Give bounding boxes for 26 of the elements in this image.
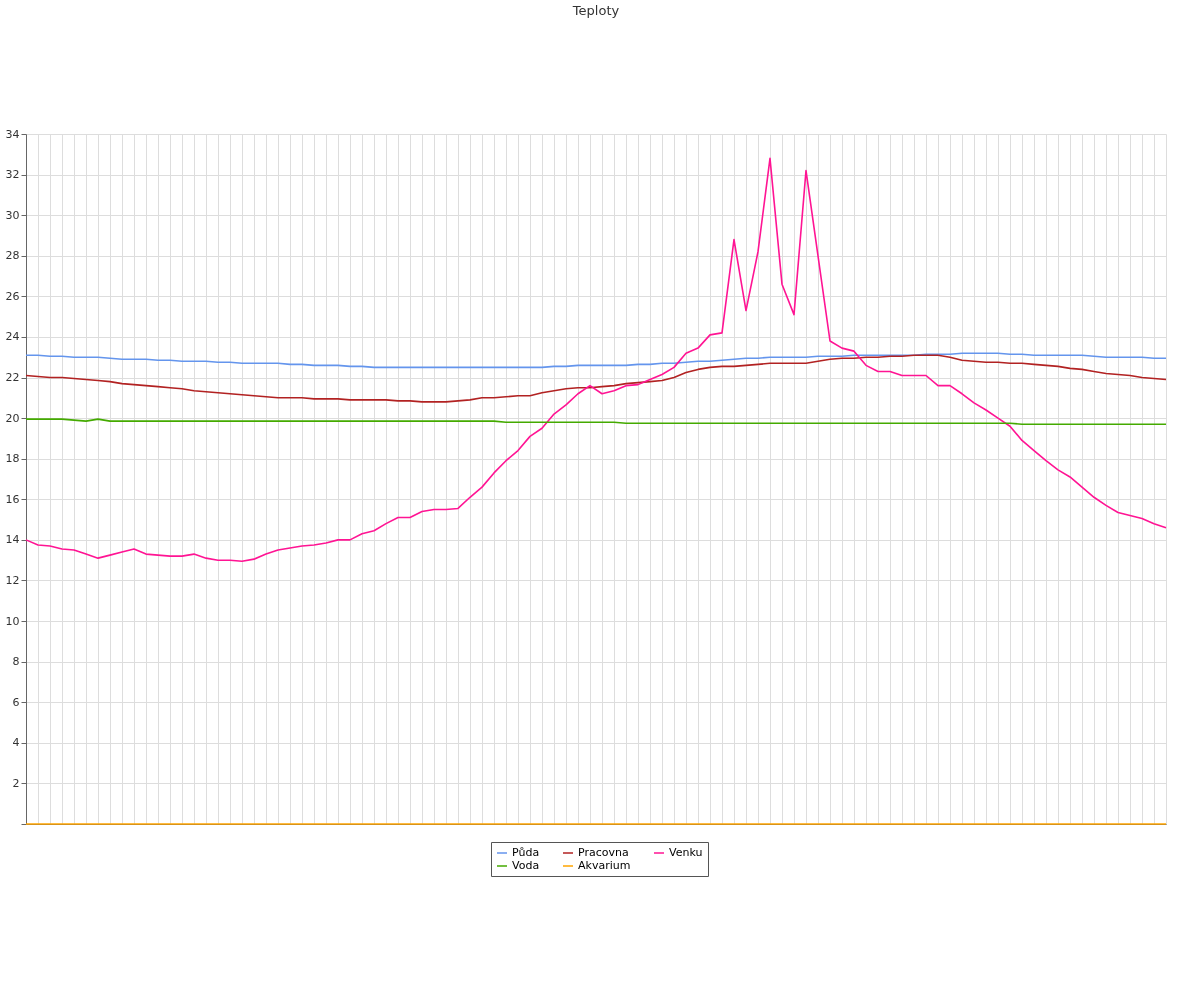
legend-label: Pracovna (578, 846, 629, 859)
y-tick-label: 14 (5, 533, 20, 547)
chart-title: Teploty (571, 3, 620, 18)
legend-label: Půda (512, 846, 540, 859)
line-series (25, 157, 1167, 562)
y-tick-label: 20 (5, 411, 20, 425)
y-tick-label: 4 (12, 736, 20, 750)
y-tick-label: 2 (12, 776, 20, 790)
y-tick-label: 26 (5, 289, 20, 303)
y-tick-label: 6 (12, 695, 20, 709)
y-tick-label: 30 (5, 208, 20, 222)
y-tick-label: 24 (5, 330, 20, 344)
legend-label: Venku (669, 846, 703, 859)
y-tick-label: 18 (5, 452, 20, 466)
y-tick-label: 12 (5, 573, 20, 587)
line-series (25, 352, 1167, 369)
y-tick-label: 32 (5, 168, 20, 182)
y-tick-label: 10 (5, 614, 20, 628)
y-tick-label: 8 (12, 655, 20, 669)
y-tick-label: 28 (5, 249, 20, 263)
legend-label: Akvarium (578, 859, 631, 872)
y-tick-label: 16 (5, 492, 20, 506)
y-tick-label: 22 (5, 371, 20, 385)
line-series (25, 354, 1167, 403)
legend-label: Voda (512, 859, 540, 872)
y-tick-label: 34 (5, 127, 20, 141)
